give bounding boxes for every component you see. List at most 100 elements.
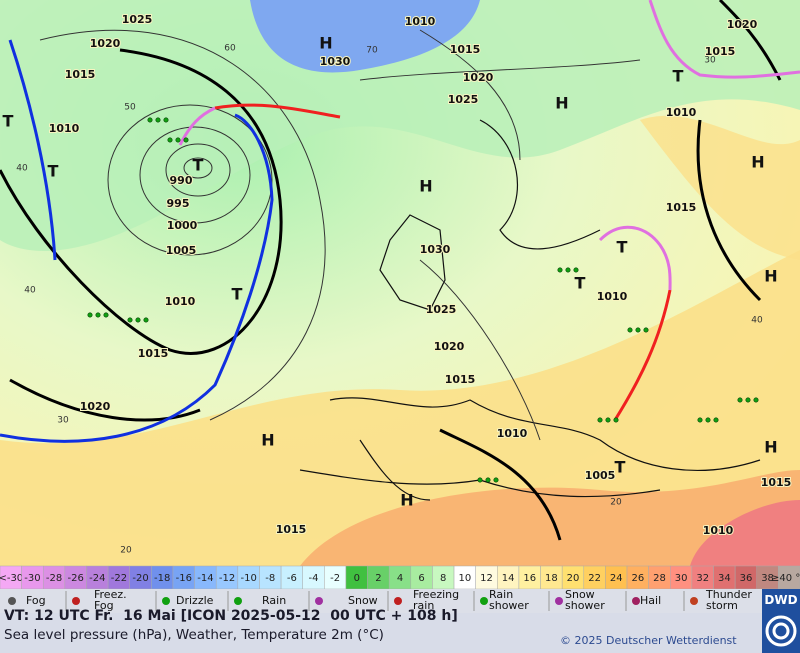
rain-symbol xyxy=(167,137,173,143)
latitude-label: 70 xyxy=(366,46,378,56)
scale-label: -8 xyxy=(265,573,275,584)
rain-symbol xyxy=(697,417,703,423)
isobar-label: 1010 xyxy=(703,524,734,537)
pressure-center: T xyxy=(48,162,59,181)
rain-symbol xyxy=(143,317,149,323)
legend-label: Drizzle xyxy=(176,594,214,607)
scale-label: 14 xyxy=(502,573,515,584)
scale-label: -14 xyxy=(197,573,213,584)
isobar-label: 1010 xyxy=(666,106,697,119)
rain-symbol xyxy=(493,477,499,483)
logo-swirl xyxy=(765,615,797,647)
scale-label: -30 xyxy=(24,573,40,584)
legend-icon xyxy=(162,597,170,605)
rain-symbol xyxy=(135,317,141,323)
latitude-label: 20 xyxy=(120,546,132,556)
legend-label: Thunder xyxy=(705,589,752,601)
rain-symbol xyxy=(737,397,743,403)
isobar-label: 1030 xyxy=(320,55,351,68)
rain-symbol xyxy=(745,397,751,403)
rain-symbol xyxy=(557,267,563,273)
isobar-label: 1015 xyxy=(276,523,307,536)
latitude-label: 40 xyxy=(16,164,28,174)
isobar-label: 1015 xyxy=(705,45,736,58)
pressure-center: H xyxy=(555,94,568,113)
isobar-label: 1015 xyxy=(761,476,792,489)
scale-label: -20 xyxy=(132,573,148,584)
scale-label: 30 xyxy=(675,573,688,584)
isobar-label: 1015 xyxy=(450,43,481,56)
scale-label: 38 xyxy=(761,573,774,584)
fronts xyxy=(0,0,800,443)
warm-east xyxy=(640,115,800,260)
isobar-label: 1025 xyxy=(448,93,479,106)
pressure-center: T xyxy=(575,274,586,293)
main-isobars xyxy=(0,0,782,541)
pressure-center: H xyxy=(419,177,432,196)
legend-icon xyxy=(394,597,402,605)
pressure-center: T xyxy=(193,156,204,175)
rain-symbol xyxy=(605,417,611,423)
pressure-center: H xyxy=(764,438,777,457)
rain-symbol xyxy=(95,312,101,318)
isobar-label: 1025 xyxy=(122,13,153,26)
rain-symbol xyxy=(103,312,109,318)
isobar-label: 1010 xyxy=(597,290,628,303)
scale-label: 36 xyxy=(740,573,753,584)
latitude-label: 40 xyxy=(751,316,763,326)
rain-symbol xyxy=(163,117,169,123)
scale-label: -10 xyxy=(240,573,256,584)
scale-label: 16 xyxy=(523,573,536,584)
copyright: © 2025 Deutscher Wetterdienst xyxy=(560,634,737,647)
isobar-label: 1020 xyxy=(90,37,121,50)
latitude-label: 20 xyxy=(610,498,622,508)
legend-label: Rain xyxy=(489,589,513,601)
scale-label: 28 xyxy=(653,573,666,584)
rain-symbol xyxy=(613,417,619,423)
isobar-label: 1010 xyxy=(405,15,436,28)
rain-symbol xyxy=(87,312,93,318)
latitude-label: 40 xyxy=(24,286,36,296)
cool-area xyxy=(0,0,800,252)
rain-symbol xyxy=(565,267,571,273)
legend-icon xyxy=(234,597,242,605)
isobar-label: 1000 xyxy=(167,219,198,232)
color-scale: <-30 -30 -28 -26 -24 -22 -20 -18 -16 -14 -12 -10 -8-… xyxy=(0,565,800,589)
rain-symbol xyxy=(477,477,483,483)
isobar-label: 1005 xyxy=(585,469,616,482)
rain-symbol xyxy=(643,327,649,333)
rain-symbol xyxy=(627,327,633,333)
latitude-label: 50 xyxy=(124,103,136,113)
scale-label: ≥40 °C xyxy=(771,573,800,584)
scale-label: -16 xyxy=(176,573,192,584)
legend-label: Freez. xyxy=(94,589,127,601)
pressure-center: T xyxy=(3,112,14,131)
isobar-label: 1010 xyxy=(49,122,80,135)
scale-label: -2 xyxy=(330,573,340,584)
isobar-label: 1010 xyxy=(497,427,528,440)
legend-label: Hail xyxy=(640,594,661,607)
scale-label: 0 xyxy=(354,573,360,584)
legend-icon xyxy=(72,597,80,605)
legend-label: Freezing xyxy=(413,589,459,601)
scale-label: 4 xyxy=(397,573,403,584)
rain-symbol xyxy=(705,417,711,423)
scale-label: 26 xyxy=(631,573,644,584)
legend-label: shower xyxy=(489,599,529,612)
isobar-label: 1020 xyxy=(80,400,111,413)
latitude-label: 60 xyxy=(224,44,236,54)
scale-label: -4 xyxy=(309,573,319,584)
legend-label: storm xyxy=(706,599,738,612)
scale-label: 6 xyxy=(418,573,424,584)
legend-icon xyxy=(8,597,16,605)
rain-symbol xyxy=(597,417,603,423)
scale-label: 20 xyxy=(567,573,580,584)
coastlines xyxy=(299,119,761,501)
isobar-label: 1015 xyxy=(666,201,697,214)
valid-time: VT: 12 UTC Fr. 16 Mai [ICON 2025-05-12 0… xyxy=(4,608,458,624)
scale-label: 10 xyxy=(458,573,471,584)
pressure-center: H xyxy=(751,153,764,172)
legend-label: Rain xyxy=(262,594,286,607)
rain-symbol xyxy=(175,137,181,143)
isobars xyxy=(39,29,641,441)
